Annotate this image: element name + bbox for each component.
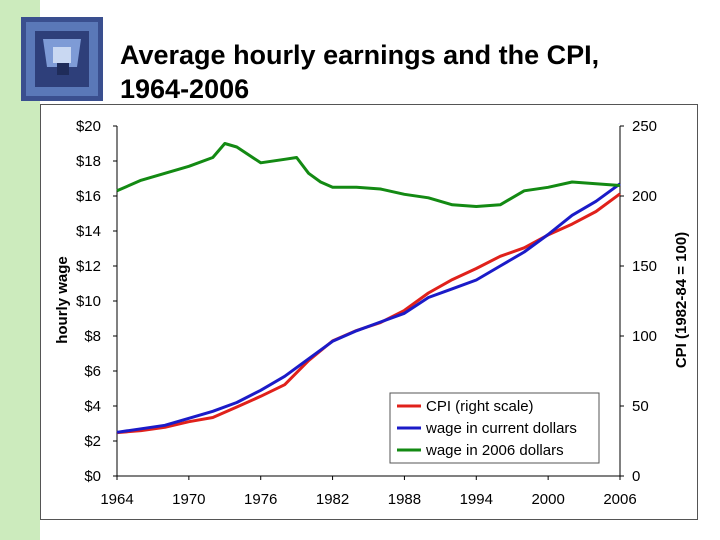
y-tick-label-left: $0 [84,468,101,485]
slide-logo [21,17,103,101]
y-tick-label-left: $12 [76,258,101,275]
y-tick-label-left: $16 [76,188,101,205]
y-tick-label-left: $18 [76,153,101,170]
y-axis-label-right: CPI (1982-84 = 100) [673,232,690,368]
y-tick-label-left: $14 [76,223,101,240]
y-tick-label-right: 0 [632,468,640,485]
x-tick-label: 1970 [172,491,205,508]
series-line-wage-2006 [116,142,621,208]
x-tick-label: 2000 [531,491,564,508]
y-tick-label-right: 50 [632,398,649,415]
x-tick-label: 1976 [244,491,277,508]
y-tick-label-left: $4 [84,398,101,415]
legend-box [389,392,600,464]
y-tick-label-right: 150 [632,258,657,275]
x-tick-label: 1994 [460,491,493,508]
y-tick-label-left: $20 [76,118,101,135]
y-tick-label-right: 250 [632,118,657,135]
series-line-wage-current [116,182,621,434]
x-tick-label: 2006 [603,491,636,508]
y-tick-label-left: $2 [84,433,101,450]
y-tick-label-left: $8 [84,328,101,345]
x-tick-label: 1988 [388,491,421,508]
legend-label-wage-2006: wage in 2006 dollars [425,442,564,459]
legend-label-cpi: CPI (right scale) [426,398,534,415]
slide-title: Average hourly earnings and the CPI, [120,40,600,70]
y-axis-label-left: hourly wage [54,256,71,344]
x-tick-label: 1964 [100,491,133,508]
y-tick-label-left: $10 [76,293,101,310]
x-tick-label: 1982 [316,491,349,508]
y-tick-label-right: 200 [632,188,657,205]
y-tick-label-right: 100 [632,328,657,345]
y-tick-label-left: $6 [84,363,101,380]
slide-title-years: 1964-2006 [120,74,250,104]
legend-label-wage-current: wage in current dollars [425,420,577,437]
